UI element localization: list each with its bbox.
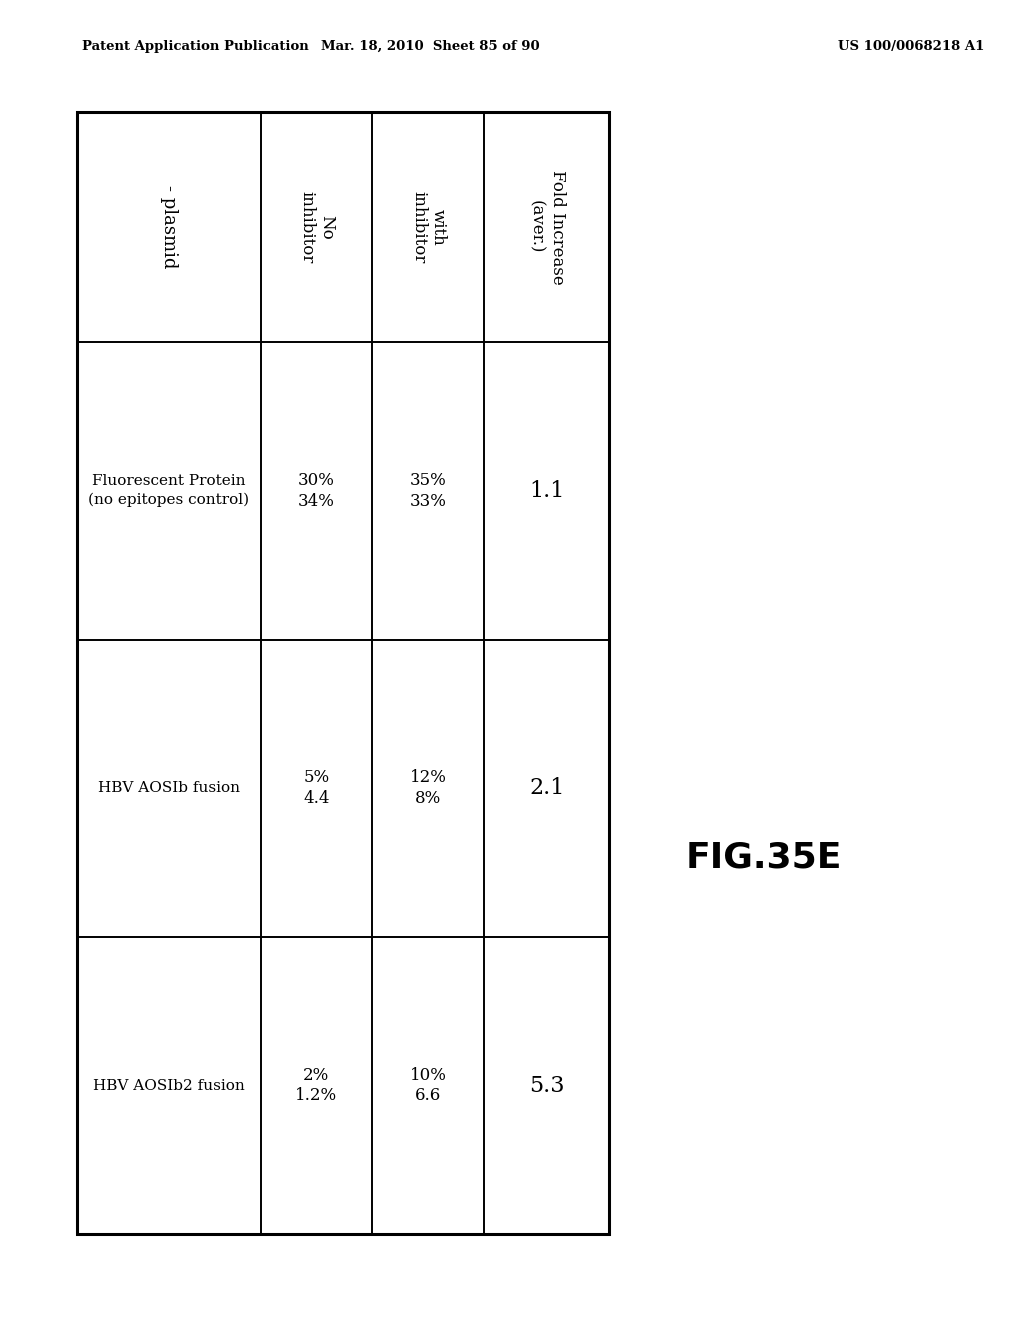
Text: 2.1: 2.1: [529, 777, 564, 799]
Text: 5%
4.4: 5% 4.4: [303, 770, 330, 807]
Text: 5.3: 5.3: [529, 1074, 564, 1097]
Text: 10%
6.6: 10% 6.6: [410, 1067, 446, 1105]
Text: 30%
34%: 30% 34%: [298, 473, 335, 510]
Text: Fluorescent Protein
(no epitopes control): Fluorescent Protein (no epitopes control…: [88, 474, 249, 507]
Text: HBV AOSIb2 fusion: HBV AOSIb2 fusion: [93, 1078, 245, 1093]
Text: 35%
33%: 35% 33%: [410, 473, 446, 510]
Text: 1.1: 1.1: [529, 480, 564, 502]
Text: Mar. 18, 2010  Sheet 85 of 90: Mar. 18, 2010 Sheet 85 of 90: [321, 40, 540, 53]
Text: Fold Increase
(aver.): Fold Increase (aver.): [527, 170, 566, 285]
Text: with
inhibitor: with inhibitor: [410, 191, 446, 264]
Text: - plasmid: - plasmid: [160, 185, 177, 269]
Text: FIG.35E: FIG.35E: [686, 841, 843, 875]
Text: 12%
8%: 12% 8%: [410, 770, 446, 807]
Bar: [77, 112, 609, 1234]
Text: HBV AOSIb fusion: HBV AOSIb fusion: [97, 781, 240, 795]
Text: 2%
1.2%: 2% 1.2%: [295, 1067, 338, 1105]
Text: No
inhibitor: No inhibitor: [298, 191, 335, 264]
Text: US 100/0068218 A1: US 100/0068218 A1: [839, 40, 984, 53]
Text: Patent Application Publication: Patent Application Publication: [82, 40, 308, 53]
